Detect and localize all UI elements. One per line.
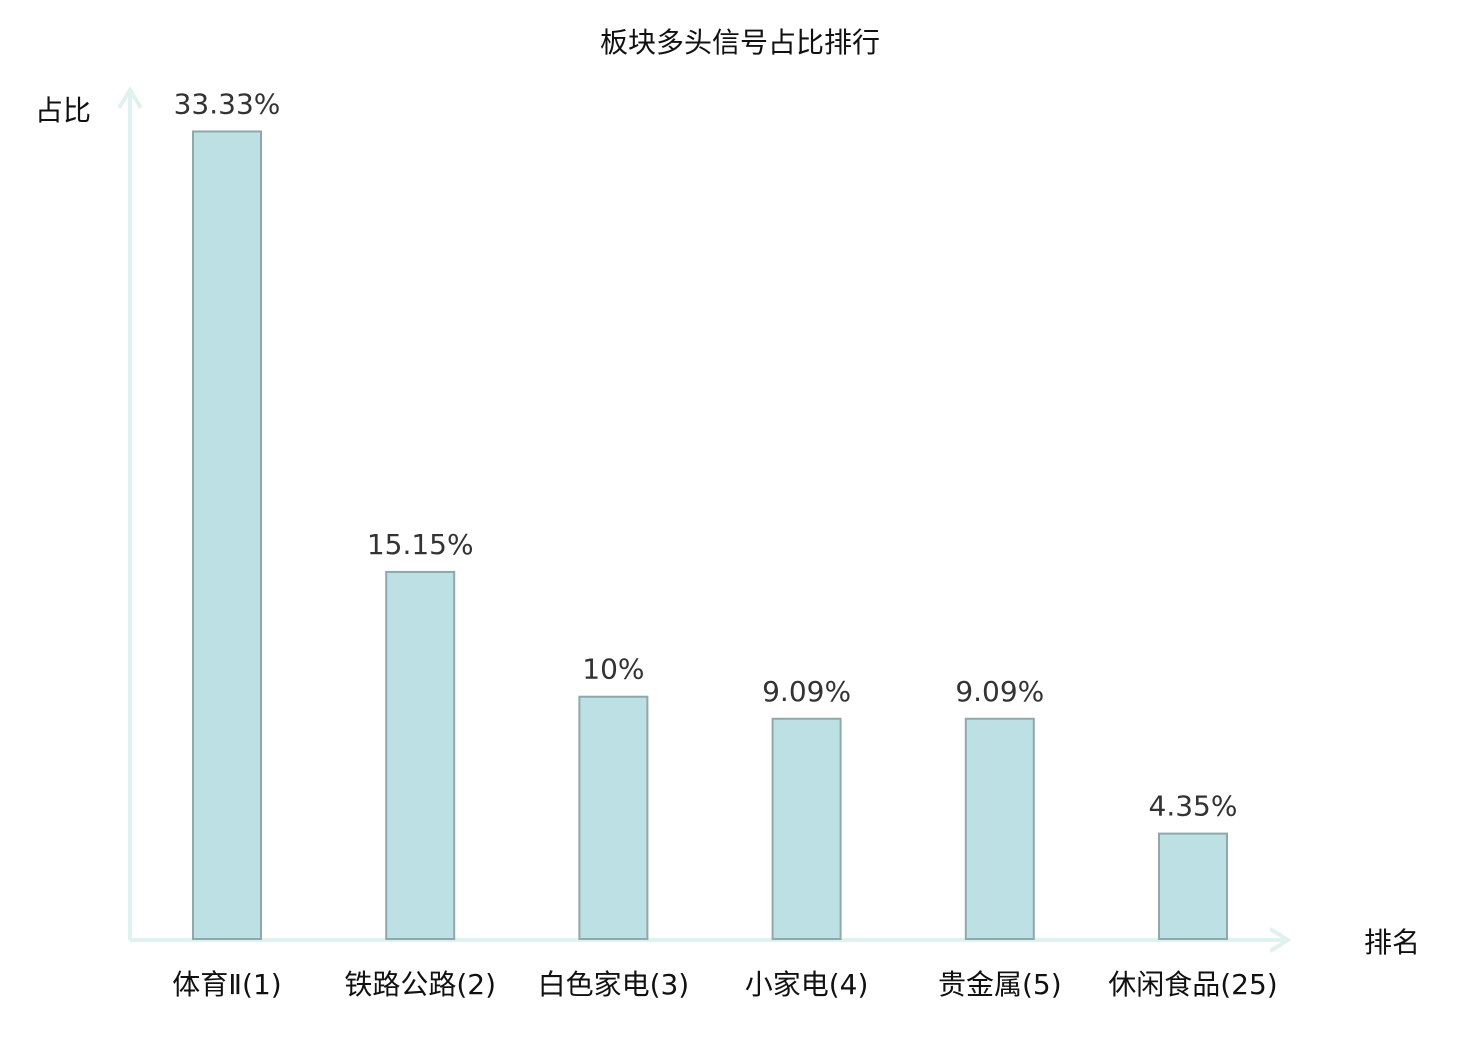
y-axis-arrow-icon [117, 86, 143, 110]
x-axis-arrow-icon [1268, 927, 1292, 953]
bar [1158, 832, 1228, 940]
bar [192, 130, 262, 940]
bar [385, 570, 456, 940]
data-label: 9.09% [762, 675, 851, 708]
x-tick-label: 铁路公路(2) [344, 968, 496, 1001]
axes [117, 86, 1292, 953]
data-label: 15.15% [367, 528, 474, 561]
bars: 33.33% 体育Ⅱ(1) 15.15% 铁路公路(2) 10% 白色家电(3) 9.09%… [172, 87, 1277, 1001]
chart-title: 板块多头信号占比排行 [600, 26, 880, 59]
x-tick-label: 体育Ⅱ(1) [172, 968, 281, 1001]
x-axis-label: 排名 [1364, 926, 1420, 959]
x-tick-label: 白色家电(3) [538, 968, 690, 1001]
bar [578, 695, 649, 941]
y-axis-label: 占比 [35, 94, 91, 127]
bar [771, 717, 842, 940]
x-tick-label: 小家电(4) [745, 968, 869, 1001]
x-tick-label: 休闲食品(25) [1108, 968, 1277, 1001]
data-label: 33.33% [174, 87, 281, 120]
data-label: 10% [582, 653, 644, 686]
bar [964, 717, 1035, 940]
x-tick-label: 贵金属(5) [938, 968, 1062, 1001]
data-label: 9.09% [955, 675, 1044, 708]
data-label: 4.35% [1149, 790, 1238, 823]
